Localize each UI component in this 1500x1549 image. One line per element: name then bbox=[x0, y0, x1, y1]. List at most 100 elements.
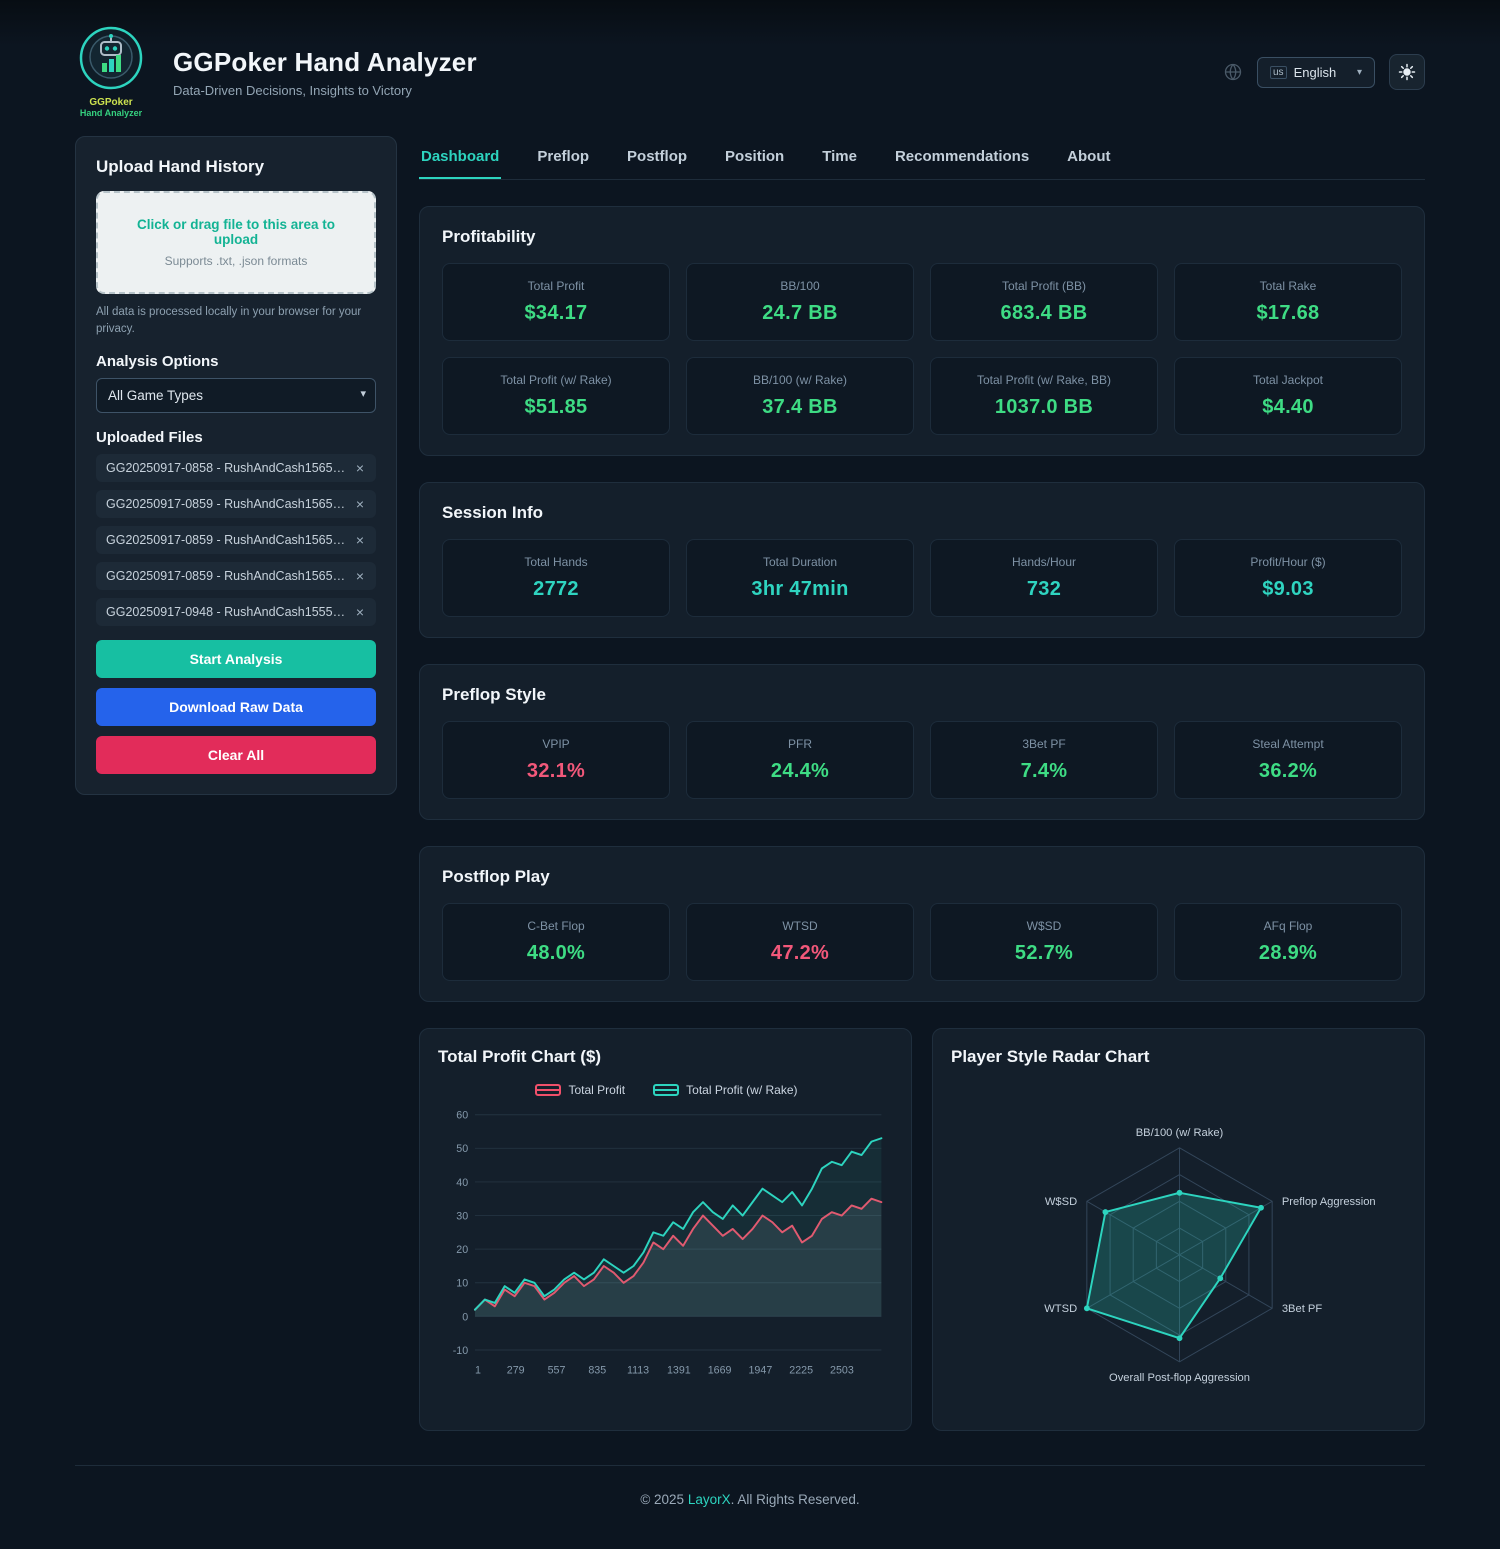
postflop-play-card: Postflop Play C-Bet Flop 48.0% WTSD 47.2… bbox=[419, 846, 1425, 1002]
stat-label: Hands/Hour bbox=[1011, 555, 1077, 569]
remove-file-button[interactable]: × bbox=[354, 605, 366, 619]
stat-value: 48.0% bbox=[526, 942, 586, 964]
file-name: GG20250917-0948 - RushAndCash15555... bbox=[106, 605, 346, 620]
stat-label: BB/100 bbox=[780, 279, 820, 293]
section-title-preflop: Preflop Style bbox=[442, 685, 546, 704]
svg-text:30: 30 bbox=[456, 1210, 468, 1222]
stat-total-profit: Total Profit $34.17 bbox=[442, 263, 670, 341]
stat-hands-hour: Hands/Hour 732 bbox=[930, 539, 1158, 617]
legend-total-profit[interactable]: Total Profit bbox=[535, 1083, 625, 1097]
clear-all-button[interactable]: Clear All bbox=[96, 736, 376, 775]
remove-file-button[interactable]: × bbox=[354, 497, 366, 511]
tab-about[interactable]: About bbox=[1067, 148, 1111, 165]
file-name: GG20250917-0858 - RushAndCash15652... bbox=[106, 461, 346, 476]
upload-panel: Upload Hand History Click or drag file t… bbox=[75, 136, 397, 796]
uploaded-file-list[interactable]: GG20250917-0858 - RushAndCash15652... × … bbox=[96, 454, 376, 630]
file-item: GG20250917-0948 - RushAndCash15555... × bbox=[96, 598, 376, 627]
stat-total-rake: Total Rake $17.68 bbox=[1174, 263, 1402, 341]
stat-label: Total Profit (BB) bbox=[1001, 279, 1087, 293]
remove-file-button[interactable]: × bbox=[354, 461, 366, 475]
svg-text:Overall Post-flop Aggression: Overall Post-flop Aggression bbox=[1109, 1372, 1250, 1384]
stat-bb100: BB/100 24.7 BB bbox=[686, 263, 914, 341]
stat-total-duration: Total Duration 3hr 47min bbox=[686, 539, 914, 617]
profit-chart-legend: Total Profit Total Profit (w/ Rake) bbox=[438, 1083, 895, 1097]
logo-text-brand: GGPoker bbox=[89, 97, 133, 108]
title-block: GGPoker Hand Analyzer Data-Driven Decisi… bbox=[173, 47, 477, 98]
radar-chart-title: Player Style Radar Chart bbox=[951, 1047, 1150, 1066]
tab-time[interactable]: Time bbox=[822, 148, 857, 165]
stat-profit-hour: Profit/Hour ($) $9.03 bbox=[1174, 539, 1402, 617]
language-flag: us bbox=[1270, 65, 1287, 79]
language-selected-label: English bbox=[1293, 64, 1337, 80]
copyright-text: © 2025 bbox=[640, 1492, 688, 1507]
file-item: GG20250917-0859 - RushAndCash15652... × bbox=[96, 490, 376, 519]
stat-value: 3hr 47min bbox=[751, 578, 849, 600]
stat-value: 7.4% bbox=[1020, 760, 1068, 782]
file-name: GG20250917-0859 - RushAndCash15652... bbox=[106, 497, 346, 512]
game-type-select[interactable]: All Game Types bbox=[96, 378, 376, 414]
stat-wsd: W$SD 52.7% bbox=[930, 903, 1158, 981]
stat-value: 52.7% bbox=[1014, 942, 1074, 964]
file-dropzone[interactable]: Click or drag file to this area to uploa… bbox=[96, 191, 376, 294]
svg-text:40: 40 bbox=[456, 1177, 468, 1189]
svg-text:Preflop Aggression: Preflop Aggression bbox=[1282, 1196, 1376, 1208]
tab-postflop[interactable]: Postflop bbox=[627, 148, 688, 165]
section-title-postflop: Postflop Play bbox=[442, 867, 550, 886]
svg-text:-10: -10 bbox=[453, 1345, 469, 1357]
svg-text:1113: 1113 bbox=[627, 1364, 649, 1376]
radar-chart-card: Player Style Radar Chart BB/100 (w/ Rake… bbox=[932, 1028, 1425, 1431]
legend-total-profit-w-rake[interactable]: Total Profit (w/ Rake) bbox=[653, 1083, 798, 1097]
svg-text:3Bet PF: 3Bet PF bbox=[1282, 1303, 1323, 1315]
stat-value: 36.2% bbox=[1258, 760, 1318, 782]
tab-dashboard[interactable]: Dashboard bbox=[419, 136, 501, 179]
analysis-options-label: Analysis Options bbox=[96, 353, 219, 371]
stat-wtsd: WTSD 47.2% bbox=[686, 903, 914, 981]
start-analysis-button[interactable]: Start Analysis bbox=[96, 640, 376, 679]
stat-label: VPIP bbox=[542, 737, 570, 751]
stat-value: 732 bbox=[1026, 578, 1062, 600]
stat-total-profit-w-rake: Total Profit (w/ Rake) $51.85 bbox=[442, 357, 670, 435]
footer: © 2025 LayorX. All Rights Reserved. bbox=[75, 1465, 1425, 1549]
profitability-stats: Total Profit $34.17 BB/100 24.7 BB Total… bbox=[442, 263, 1402, 435]
stat-label: PFR bbox=[788, 737, 812, 751]
profitability-card: Profitability Total Profit $34.17 BB/100… bbox=[419, 206, 1425, 456]
svg-text:WTSD: WTSD bbox=[1044, 1303, 1077, 1315]
header: GGPoker Hand Analyzer GGPoker Hand Analy… bbox=[0, 0, 1500, 136]
tab-position[interactable]: Position bbox=[725, 148, 785, 165]
layorx-link[interactable]: LayorX bbox=[687, 1492, 731, 1507]
stat-total-profit-w-rake-bb: Total Profit (w/ Rake, BB) 1037.0 BB bbox=[930, 357, 1158, 435]
stat-label: AFq Flop bbox=[1263, 919, 1313, 933]
stat-label: Total Duration bbox=[762, 555, 838, 569]
remove-file-button[interactable]: × bbox=[354, 569, 366, 583]
stat-value: 47.2% bbox=[770, 942, 830, 964]
stat-vpip: VPIP 32.1% bbox=[442, 721, 670, 799]
tab-recommendations[interactable]: Recommendations bbox=[894, 148, 1030, 165]
svg-text:2503: 2503 bbox=[830, 1364, 854, 1376]
svg-text:0: 0 bbox=[462, 1311, 468, 1323]
tab-preflop[interactable]: Preflop bbox=[537, 148, 590, 165]
main-tabs: Dashboard Preflop Postflop Position Time… bbox=[419, 136, 1425, 180]
remove-file-button[interactable]: × bbox=[354, 533, 366, 547]
stat-label: Total Jackpot bbox=[1252, 373, 1324, 387]
legend-swatch-red bbox=[535, 1084, 562, 1096]
language-select[interactable]: us English ▾ bbox=[1257, 56, 1375, 88]
svg-text:10: 10 bbox=[456, 1278, 468, 1290]
stat-value: $17.68 bbox=[1256, 302, 1320, 324]
theme-toggle-button[interactable] bbox=[1389, 54, 1425, 90]
svg-text:1: 1 bbox=[475, 1364, 481, 1376]
stat-label: Total Profit (w/ Rake) bbox=[500, 373, 612, 387]
stat-value: $34.17 bbox=[524, 302, 588, 324]
stat-value: 32.1% bbox=[526, 760, 586, 782]
svg-text:60: 60 bbox=[456, 1110, 468, 1122]
stat-value: $9.03 bbox=[1262, 578, 1314, 600]
rights-text: . All Rights Reserved. bbox=[730, 1492, 860, 1507]
uploaded-files-label: Uploaded Files bbox=[96, 429, 203, 447]
legend-swatch-teal bbox=[653, 1084, 680, 1096]
svg-text:50: 50 bbox=[456, 1143, 468, 1155]
svg-text:1669: 1669 bbox=[708, 1364, 732, 1376]
download-raw-data-button[interactable]: Download Raw Data bbox=[96, 688, 376, 727]
stat-afq-flop: AFq Flop 28.9% bbox=[1174, 903, 1402, 981]
logo-text-product: Hand Analyzer bbox=[79, 108, 143, 118]
stat-total-jackpot: Total Jackpot $4.40 bbox=[1174, 357, 1402, 435]
